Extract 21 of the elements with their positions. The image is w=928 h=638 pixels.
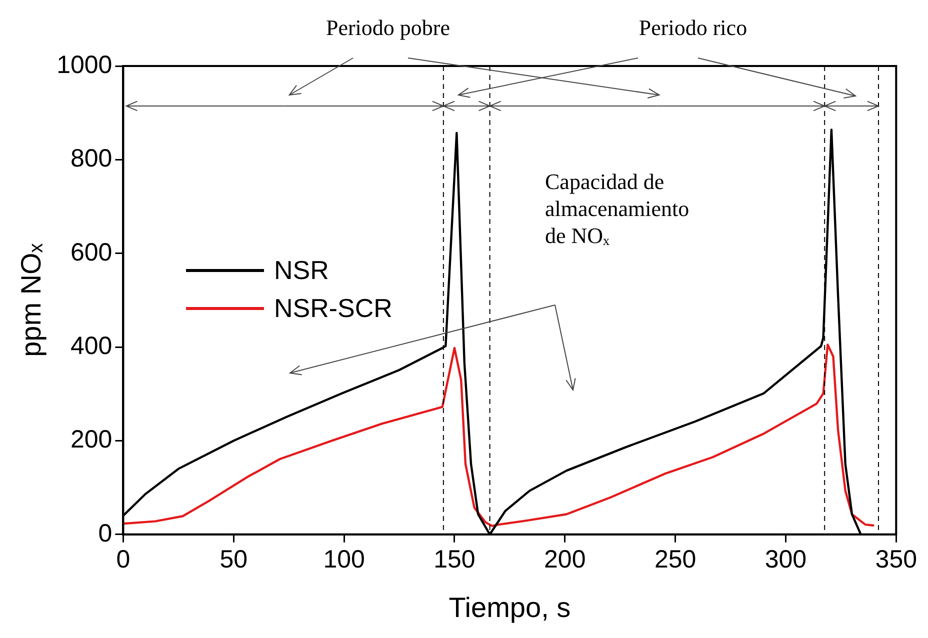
y-tick-label: 600 xyxy=(70,238,112,266)
x-tick-label: 150 xyxy=(434,545,476,574)
x-axis-title: Tiempo, s xyxy=(448,592,571,623)
y-axis-title: ppm NOₓ xyxy=(16,242,47,357)
legend-label: NSR xyxy=(274,254,329,286)
x-tick-label: 100 xyxy=(323,545,365,574)
text: Periodo pobre xyxy=(324,14,452,41)
y-tick-label: 1000 xyxy=(56,50,112,79)
x-tick-label: 250 xyxy=(654,545,696,574)
text: Periodo rico xyxy=(638,14,748,41)
x-tick-label: 350 xyxy=(875,545,918,574)
x-tick-label: 50 xyxy=(220,545,248,574)
annotation: Capacidad de almacenamiento de NOₓ xyxy=(545,168,690,249)
legend-label: NSR-SCR xyxy=(274,292,392,324)
y-tick-label: 200 xyxy=(70,426,112,454)
x-tick-label: 0 xyxy=(116,545,130,574)
x-tick-label: 200 xyxy=(544,545,586,574)
y-tick-label: 0 xyxy=(98,519,112,548)
y-tick-label: 400 xyxy=(70,332,112,360)
y-tick-label: 800 xyxy=(70,144,112,173)
x-tick-label: 300 xyxy=(764,545,807,574)
